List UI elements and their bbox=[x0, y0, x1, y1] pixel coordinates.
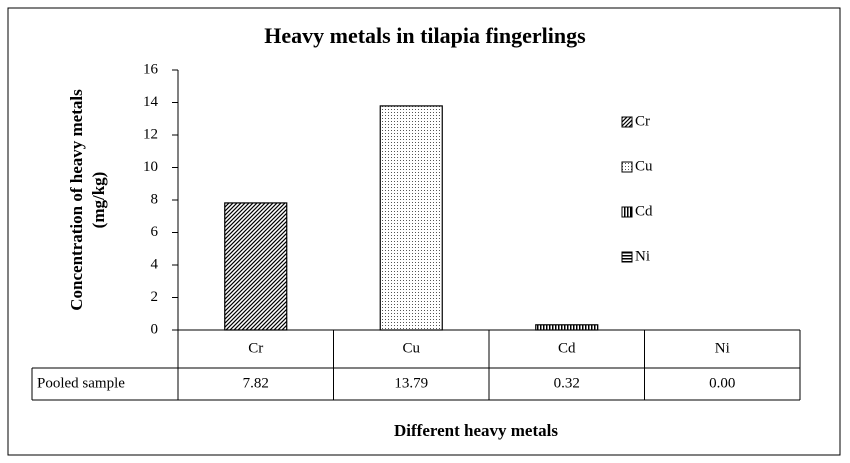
y-tick-label: 14 bbox=[143, 94, 159, 110]
table-value: 13.79 bbox=[394, 375, 428, 391]
bar bbox=[224, 202, 288, 331]
table-value: 0.00 bbox=[709, 375, 735, 391]
legend-swatch bbox=[621, 251, 633, 263]
legend-label: Cu bbox=[635, 158, 653, 174]
legend-swatch bbox=[621, 206, 633, 218]
y-tick-label: 10 bbox=[143, 159, 158, 175]
x-tick-label: Cr bbox=[248, 340, 263, 356]
x-tick-label: Ni bbox=[715, 340, 730, 356]
legend-label: Cr bbox=[635, 113, 650, 129]
y-tick-label: 16 bbox=[143, 61, 159, 77]
y-tick-label: 12 bbox=[143, 126, 158, 142]
table-value: 0.32 bbox=[554, 375, 580, 391]
x-axis-label: Different heavy metals bbox=[394, 421, 558, 440]
legend-label: Cd bbox=[635, 203, 653, 219]
x-tick-label: Cd bbox=[558, 340, 576, 356]
y-tick-label: 0 bbox=[151, 321, 159, 337]
legend-label: Ni bbox=[635, 248, 650, 264]
y-tick-label: 6 bbox=[151, 224, 159, 240]
table-value: 7.82 bbox=[243, 375, 269, 391]
y-tick-label: 4 bbox=[151, 256, 159, 272]
bar bbox=[535, 324, 599, 331]
y-axis-label: Concentration of heavy metals bbox=[67, 89, 86, 311]
legend-swatch bbox=[621, 161, 633, 173]
x-tick-label: Cu bbox=[402, 340, 420, 356]
table-row-label: Pooled sample bbox=[37, 375, 125, 391]
chart-title: Heavy metals in tilapia fingerlings bbox=[264, 23, 586, 48]
y-tick-label: 2 bbox=[151, 289, 159, 305]
y-axis-label: (mg/kg) bbox=[89, 172, 108, 229]
legend-swatch bbox=[621, 116, 633, 128]
y-tick-label: 8 bbox=[151, 191, 159, 207]
bar bbox=[379, 105, 443, 331]
